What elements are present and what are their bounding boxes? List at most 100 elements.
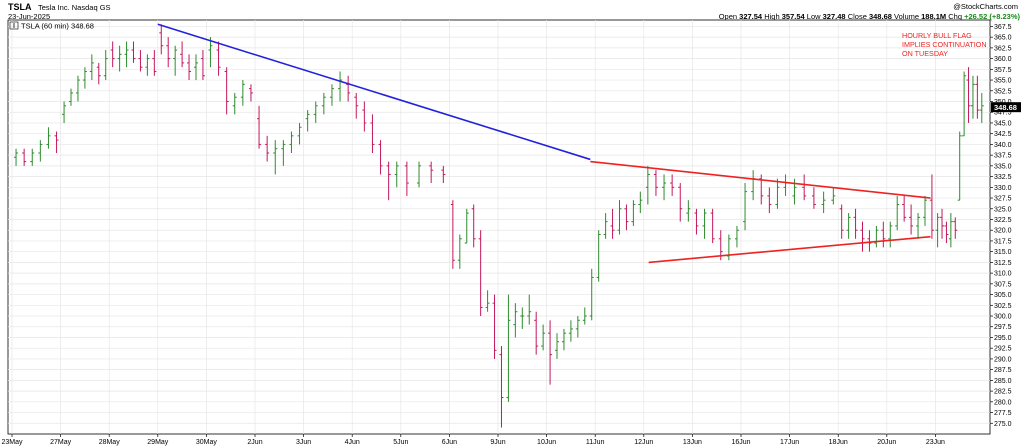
ohlc-bar: [811, 187, 816, 209]
ohlc-summary: Open 327.54 High 357.54 Low 327.48 Close…: [719, 12, 1020, 21]
y-tick-label: 360.0: [994, 56, 1012, 63]
ohlc-bar: [839, 204, 844, 239]
ohlc-bar: [173, 45, 178, 76]
ohlc-bar: [305, 110, 310, 132]
chart-legend: TSLA (60 min) 348.68: [21, 22, 94, 31]
ohlc-bar: [686, 200, 691, 222]
annotation-text: HOURLY BULL FLAG: [902, 31, 972, 40]
y-tick-label: 347.5: [994, 110, 1012, 117]
ohlc-bar: [329, 84, 334, 106]
ohlc-bar: [166, 37, 171, 68]
x-tick-label: 5Jun: [393, 439, 408, 446]
change-value: +26.52 (+8.23%): [964, 12, 1020, 21]
close-value: 348.68: [868, 12, 892, 21]
ohlc-bar: [966, 67, 971, 123]
ohlc-bar: [131, 41, 136, 63]
ohlc-bar: [948, 213, 953, 248]
ohlc-bar: [874, 225, 879, 248]
ohlc-bar: [895, 195, 900, 231]
ohlc-bar: [617, 200, 622, 235]
y-tick-label: 307.5: [994, 281, 1012, 288]
open-value: 327.54: [739, 12, 763, 21]
x-tick-label: 18Jun: [829, 439, 848, 446]
y-tick-label: 315.0: [994, 249, 1012, 256]
ohlc-bar: [273, 140, 278, 175]
chart-date: 23-Jun-2025: [8, 12, 51, 21]
annotation-text: ON TUESDAY: [902, 49, 948, 58]
ohlc-bar: [575, 316, 580, 338]
ohlc-bar: [645, 165, 650, 205]
ohlc-bar: [802, 174, 807, 201]
y-tick-label: 362.5: [994, 45, 1012, 52]
ohlc-bar: [702, 208, 707, 239]
ohlc-bar: [881, 221, 886, 248]
y-tick-label: 352.5: [994, 88, 1012, 95]
y-tick-label: 275.0: [994, 421, 1012, 428]
ohlc-bar: [909, 204, 914, 235]
close-label: Close: [847, 12, 867, 21]
volume-value: 188.1M: [921, 12, 947, 21]
ohlc-bar: [555, 333, 560, 359]
y-tick-label: 305.0: [994, 292, 1012, 299]
x-tick-label: 11Jun: [586, 439, 605, 446]
ohlc-bar: [603, 213, 608, 239]
ohlc-bar: [767, 187, 772, 214]
ohlc-bar: [970, 75, 975, 119]
y-tick-label: 280.0: [994, 399, 1012, 406]
ohlc-bar: [582, 307, 587, 325]
ohlc-bar: [145, 54, 150, 76]
ohlc-bar: [492, 294, 497, 359]
ohlc-bar: [89, 54, 94, 81]
ohlc-bar: [417, 161, 422, 188]
ohlc-bar: [117, 45, 122, 72]
x-tick-label: 29May: [147, 439, 169, 446]
y-tick-label: 287.5: [994, 367, 1012, 374]
y-tick-label: 357.5: [994, 67, 1012, 74]
ohlc-bar: [953, 217, 958, 239]
ohlc-bar: [386, 161, 391, 201]
x-tick-label: 13Jun: [683, 439, 702, 446]
ohlc-bar: [46, 127, 51, 149]
ohlc-bar: [240, 80, 245, 106]
ohlc-bar: [429, 161, 434, 184]
ohlc-bar: [370, 114, 375, 153]
ohlc-bar: [208, 37, 213, 68]
x-tick-label: 17Jun: [780, 439, 799, 446]
y-tick-label: 297.5: [994, 324, 1012, 331]
ohlc-bar: [485, 290, 490, 312]
x-tick-label: 23Jun: [926, 439, 945, 446]
ohlc-bar: [281, 140, 286, 166]
ohlc-bar: [534, 311, 539, 355]
ohlc-bar: [193, 54, 198, 81]
last-price-tag-bg: [991, 102, 1021, 113]
ohlc-bar: [734, 225, 739, 248]
y-tick-label: 340.0: [994, 142, 1012, 149]
ohlc-bar: [957, 131, 962, 201]
high-label: High: [764, 12, 780, 21]
ohlc-bar: [30, 148, 35, 166]
ohlc-bar: [297, 122, 302, 145]
x-tick-label: 20Jun: [877, 439, 896, 446]
y-tick-label: 282.5: [994, 389, 1012, 396]
x-tick-label: 23May: [1, 439, 23, 446]
ohlc-bar: [631, 200, 636, 226]
ohlc-bar: [653, 170, 658, 196]
y-tick-label: 337.5: [994, 153, 1012, 160]
ohlc-bar: [694, 208, 699, 235]
ohlc-bar: [902, 195, 907, 222]
ohlc-bar: [265, 135, 270, 162]
y-tick-label: 320.0: [994, 228, 1012, 235]
ohlc-bar: [624, 204, 629, 231]
ohlc-bar: [14, 148, 19, 166]
y-tick-label: 300.0: [994, 314, 1012, 321]
y-tick-label: 330.0: [994, 185, 1012, 192]
y-tick-label: 292.5: [994, 346, 1012, 353]
y-tick-label: 355.0: [994, 78, 1012, 85]
y-tick-label: 367.5: [994, 24, 1012, 31]
ohlc-bar: [831, 187, 836, 205]
last-price-tag: 348.68: [994, 103, 1017, 112]
ohlc-bar: [821, 191, 826, 214]
ohlc-bar: [499, 346, 504, 428]
y-tick-label: 322.5: [994, 217, 1012, 224]
